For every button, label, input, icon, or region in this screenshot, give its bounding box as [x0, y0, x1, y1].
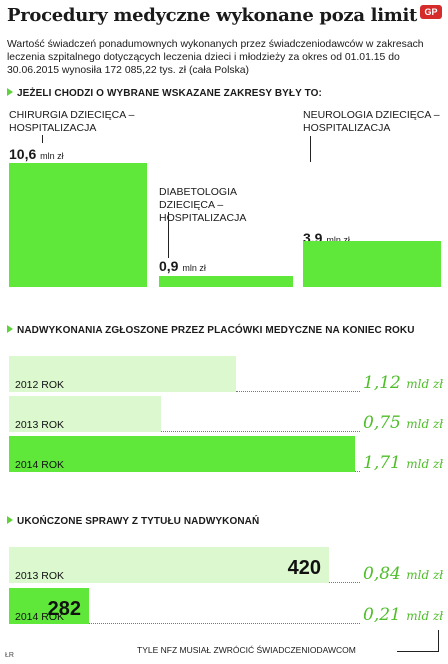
s2-leader-dots	[161, 431, 360, 432]
s2-bar	[9, 356, 236, 392]
s3-leader-dots	[329, 582, 360, 583]
s1-pointer-line	[42, 135, 43, 143]
s2-value-label: 1,71 mld zł	[363, 453, 444, 473]
s3-row-label: 2014 ROK	[15, 611, 65, 623]
s1-cat-label: NEUROLOGIA DZIECIĘCA – HOSPITALIZACJA	[303, 109, 440, 134]
section2-heading: Nadwykonania zgłoszone przez placówki me…	[7, 325, 415, 336]
s3-value-label: 0,84 mld zł	[363, 564, 444, 584]
note-pointer-line	[438, 630, 439, 652]
s2-value-label: 0,75 mld zł	[363, 413, 444, 433]
footnote: TYLE NFZ MUSIAŁ ZWRÓCIĆ ŚWIADCZENIODAWCO…	[137, 645, 356, 655]
s2-bar	[9, 396, 161, 432]
s2-leader-dots	[355, 471, 360, 472]
section3-title: Ukończone sprawy z tytułu nadwykonań	[17, 516, 260, 527]
section2-title: Nadwykonania zgłoszone przez placówki me…	[17, 325, 415, 336]
section1-title: Jeżeli chodzi o wybrane wskazane zakresy…	[17, 88, 322, 99]
page-title: Procedury medyczne wykonane poza limit	[7, 5, 418, 26]
section3-heading: Ukończone sprawy z tytułu nadwykonań	[7, 516, 259, 527]
s3-row-label: 2013 ROK	[15, 570, 65, 582]
s1-bar	[9, 163, 147, 287]
s2-row-label: 2012 ROK	[15, 379, 65, 391]
s2-row-label: 2014 ROK	[15, 459, 65, 471]
s1-cat-label: CHIRURGIA DZIECIĘCA – HOSPITALIZACJA	[9, 109, 135, 134]
s2-leader-dots	[236, 391, 360, 392]
s3-count-label: 420	[287, 557, 321, 579]
publisher-logo: GP	[420, 5, 442, 19]
note-pointer-line	[397, 651, 439, 652]
intro-text: Wartość świadczeń ponadumownych wykonany…	[7, 39, 424, 76]
arrow-icon	[7, 88, 13, 96]
arrow-icon	[7, 516, 13, 524]
s3-leader-dots	[89, 623, 360, 624]
s1-bar	[159, 276, 293, 287]
s3-bar	[9, 547, 329, 583]
s1-cat-label: DIABETOLOGIA DZIECIĘCA – HOSPITALIZACJA	[159, 186, 247, 224]
s2-bar	[9, 436, 355, 472]
s3-value-label: 0,21 mld zł	[363, 605, 444, 625]
s1-pointer-line	[310, 136, 311, 162]
author-signature: ŁR	[5, 652, 14, 659]
s1-value-label: 0,9 mln zł	[159, 258, 206, 274]
s1-bar	[303, 241, 441, 287]
s1-value-label: 10,6 mln zł	[9, 146, 64, 162]
s3-count-label: 282	[47, 598, 81, 620]
section1-heading: Jeżeli chodzi o wybrane wskazane zakresy…	[7, 88, 322, 99]
arrow-icon	[7, 325, 13, 333]
s1-pointer-line	[168, 212, 169, 258]
s2-row-label: 2013 ROK	[15, 419, 65, 431]
s3-bar	[9, 588, 89, 624]
s2-value-label: 1,12 mld zł	[363, 373, 444, 393]
